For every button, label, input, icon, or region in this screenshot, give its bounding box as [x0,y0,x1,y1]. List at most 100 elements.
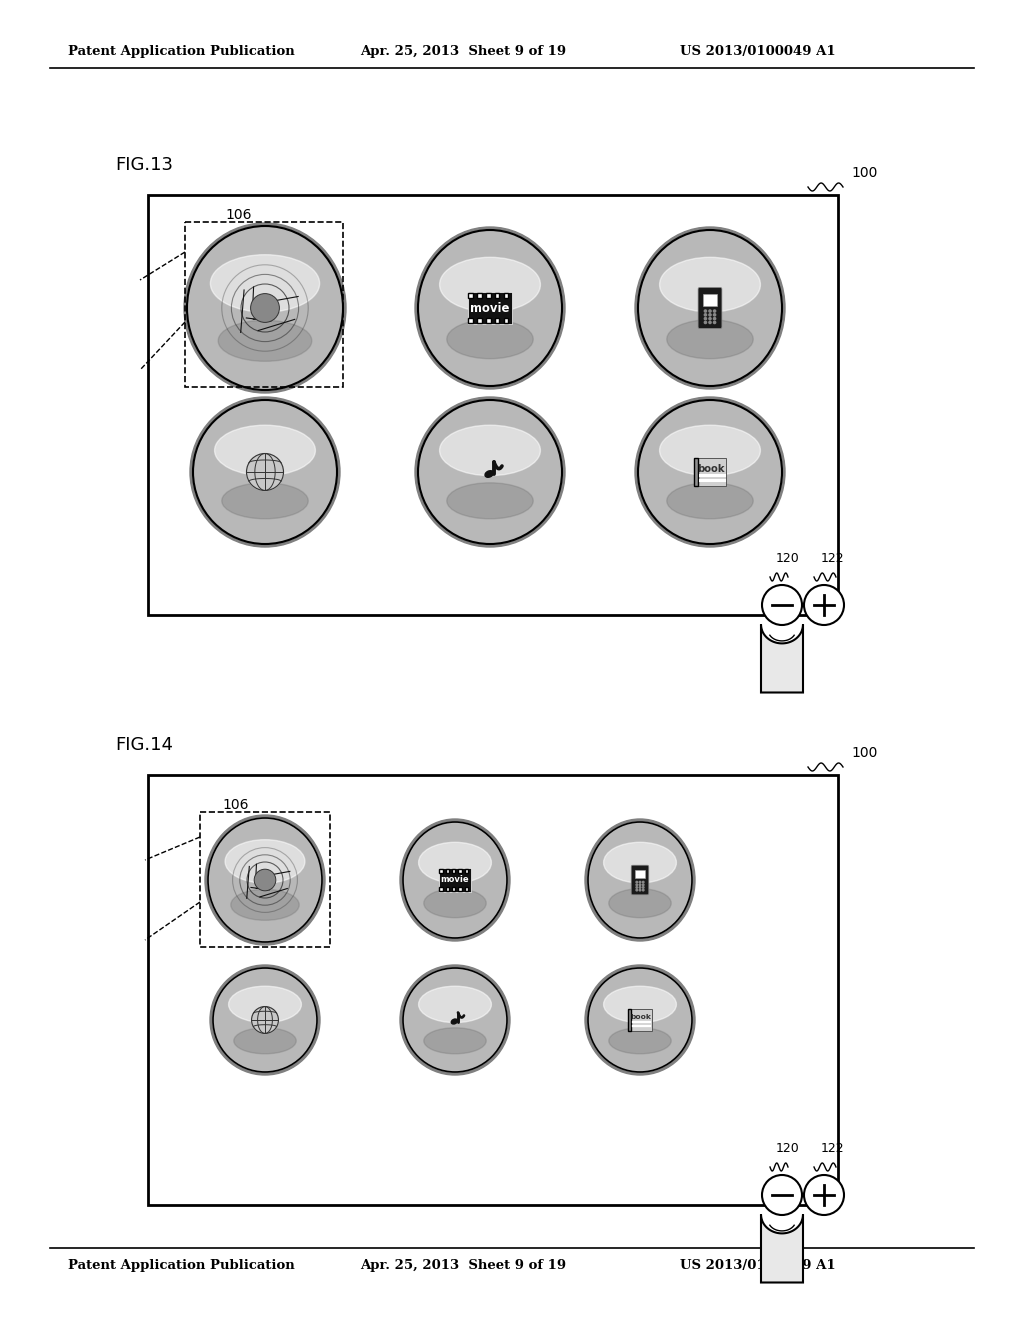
FancyBboxPatch shape [495,318,500,323]
Ellipse shape [208,818,322,942]
FancyBboxPatch shape [486,318,490,323]
Ellipse shape [667,319,754,359]
Circle shape [636,887,638,888]
FancyBboxPatch shape [439,887,442,891]
Text: movie: movie [470,301,510,314]
Text: 106: 106 [222,799,249,812]
Ellipse shape [424,1028,486,1053]
FancyBboxPatch shape [628,1010,652,1031]
FancyBboxPatch shape [693,458,697,486]
Ellipse shape [222,483,308,519]
Bar [148,775,838,1205]
Circle shape [639,882,641,883]
Circle shape [639,884,641,886]
Text: 100: 100 [851,746,878,760]
Ellipse shape [446,483,534,519]
Ellipse shape [218,321,311,362]
Text: Apr. 25, 2013  Sheet 9 of 19: Apr. 25, 2013 Sheet 9 of 19 [360,1258,566,1271]
Circle shape [639,887,641,888]
Ellipse shape [424,888,486,917]
Ellipse shape [418,230,562,385]
Text: book: book [631,1014,651,1020]
Ellipse shape [585,965,695,1074]
Circle shape [714,314,716,315]
FancyBboxPatch shape [468,318,473,323]
FancyBboxPatch shape [486,293,490,297]
Bar [200,812,330,946]
FancyBboxPatch shape [702,293,718,306]
FancyBboxPatch shape [452,870,456,873]
Text: US 2013/0100049 A1: US 2013/0100049 A1 [680,1258,836,1271]
Ellipse shape [485,471,494,478]
Text: 122: 122 [820,1143,844,1155]
FancyBboxPatch shape [504,318,508,323]
Ellipse shape [588,822,692,939]
Circle shape [636,884,638,886]
Ellipse shape [635,397,785,546]
Ellipse shape [415,227,565,389]
FancyBboxPatch shape [477,293,481,297]
Circle shape [762,1175,802,1214]
Text: Patent Application Publication: Patent Application Publication [68,45,295,58]
FancyBboxPatch shape [459,870,462,873]
Circle shape [639,890,641,891]
Circle shape [714,310,716,312]
Circle shape [714,321,716,323]
Circle shape [705,314,707,315]
Ellipse shape [403,822,507,939]
FancyBboxPatch shape [477,318,481,323]
Circle shape [709,314,711,315]
Circle shape [705,310,707,312]
Circle shape [804,585,844,624]
FancyBboxPatch shape [465,870,468,873]
Ellipse shape [588,968,692,1072]
Circle shape [247,454,284,491]
Ellipse shape [228,986,301,1023]
FancyBboxPatch shape [504,293,508,297]
Circle shape [705,321,707,323]
FancyBboxPatch shape [631,865,649,895]
Ellipse shape [210,965,319,1074]
FancyBboxPatch shape [495,293,500,297]
Circle shape [254,869,275,891]
Ellipse shape [439,257,541,312]
Ellipse shape [667,483,754,519]
FancyBboxPatch shape [635,870,645,878]
FancyBboxPatch shape [468,292,512,325]
Ellipse shape [213,968,317,1072]
Ellipse shape [225,840,305,883]
Ellipse shape [210,255,319,312]
Ellipse shape [638,230,782,385]
Circle shape [709,318,711,319]
Ellipse shape [193,400,337,544]
Text: 120: 120 [776,553,800,565]
Text: FIG.13: FIG.13 [115,156,173,174]
Circle shape [636,882,638,883]
FancyBboxPatch shape [468,293,473,297]
Text: 106: 106 [225,209,252,222]
Polygon shape [761,624,803,693]
Ellipse shape [400,818,510,941]
Ellipse shape [585,818,695,941]
Ellipse shape [415,397,565,546]
FancyBboxPatch shape [465,887,468,891]
Ellipse shape [187,226,343,389]
Circle shape [642,890,644,891]
FancyBboxPatch shape [698,288,722,329]
Text: 122: 122 [820,553,844,565]
Ellipse shape [419,986,492,1023]
Ellipse shape [184,223,346,393]
Ellipse shape [215,425,315,475]
Ellipse shape [400,965,510,1074]
Ellipse shape [418,400,562,544]
FancyBboxPatch shape [452,887,456,891]
Bar [185,222,343,387]
Polygon shape [761,1214,803,1283]
Text: movie: movie [440,875,469,884]
Ellipse shape [233,1028,296,1053]
Ellipse shape [446,319,534,359]
Text: Patent Application Publication: Patent Application Publication [68,1258,295,1271]
Circle shape [642,882,644,883]
Ellipse shape [609,888,671,917]
Ellipse shape [638,400,782,544]
